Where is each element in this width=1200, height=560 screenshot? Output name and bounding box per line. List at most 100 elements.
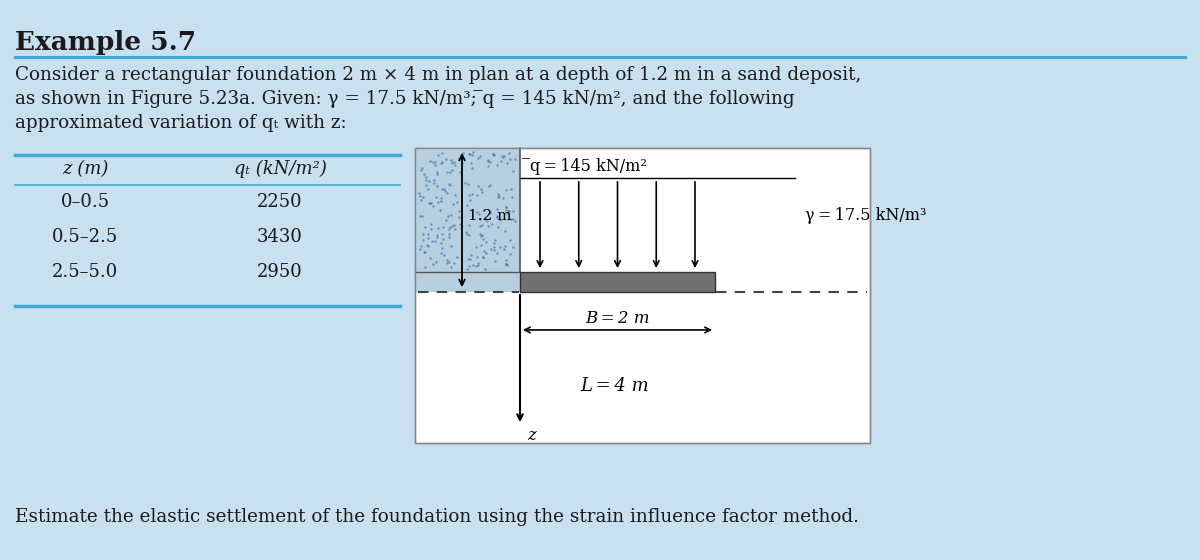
Point	[498, 158, 517, 167]
Point	[487, 211, 506, 220]
Point	[438, 189, 457, 198]
Point	[439, 258, 458, 267]
Point	[432, 194, 451, 203]
Point	[461, 254, 480, 263]
Point	[427, 170, 446, 179]
Point	[416, 176, 436, 185]
Point	[480, 181, 499, 190]
Point	[438, 211, 457, 220]
Point	[496, 203, 515, 212]
Point	[484, 150, 503, 158]
Point	[499, 206, 518, 215]
Point	[413, 193, 432, 202]
Point	[427, 167, 446, 176]
Point	[500, 250, 520, 259]
Text: Estimate the elastic settlement of the foundation using the strain influence fac: Estimate the elastic settlement of the f…	[14, 508, 859, 526]
Point	[440, 223, 460, 232]
Point	[431, 239, 450, 248]
Point	[470, 221, 490, 230]
Point	[460, 150, 479, 158]
Point	[498, 208, 517, 217]
Point	[443, 159, 462, 168]
Point	[500, 236, 520, 245]
Point	[470, 230, 490, 239]
Point	[487, 160, 506, 169]
Point	[410, 188, 430, 197]
Point	[474, 252, 493, 261]
Point	[473, 220, 492, 229]
Point	[485, 243, 504, 252]
Point	[422, 236, 442, 245]
Point	[488, 213, 508, 222]
Point	[434, 223, 454, 232]
Point	[413, 236, 432, 245]
Point	[458, 180, 478, 189]
Point	[450, 206, 469, 215]
Point	[422, 260, 442, 269]
Point	[468, 261, 487, 270]
Point	[421, 199, 440, 208]
Point	[449, 212, 468, 221]
Point	[487, 248, 506, 257]
Point	[430, 205, 449, 214]
Point	[420, 254, 439, 263]
Point	[420, 198, 439, 207]
Point	[480, 180, 499, 189]
Point	[470, 209, 490, 218]
Point	[419, 199, 438, 208]
Point	[498, 260, 517, 269]
Point	[467, 242, 486, 251]
Point	[480, 209, 499, 218]
Point	[478, 222, 497, 231]
Text: Consider a rectangular foundation 2 m × 4 m in plan at a depth of 1.2 m in a san: Consider a rectangular foundation 2 m × …	[14, 66, 862, 84]
Point	[493, 153, 512, 162]
Point	[425, 160, 444, 169]
Point	[480, 208, 499, 217]
Point	[433, 234, 452, 243]
Point	[502, 214, 521, 223]
Point	[412, 165, 431, 174]
Point	[485, 150, 504, 159]
Point	[496, 241, 515, 250]
Point	[421, 220, 440, 228]
Point	[439, 233, 458, 242]
Point	[485, 238, 504, 247]
Point	[410, 191, 430, 200]
Point	[414, 230, 433, 239]
Point	[415, 262, 434, 271]
Point	[458, 221, 478, 230]
Point	[499, 207, 518, 216]
Point	[448, 253, 467, 262]
Point	[432, 244, 451, 253]
Text: 2950: 2950	[257, 263, 302, 281]
Text: 0.5–2.5: 0.5–2.5	[52, 228, 118, 246]
Point	[476, 249, 496, 258]
Point	[476, 237, 496, 246]
Point	[505, 155, 524, 164]
Point	[462, 189, 481, 198]
Point	[461, 150, 480, 158]
Point	[427, 232, 446, 241]
Point	[464, 261, 484, 270]
Point	[472, 241, 491, 250]
Point	[431, 248, 450, 257]
Point	[486, 257, 505, 266]
Point	[463, 164, 482, 172]
Point	[497, 259, 516, 268]
Point	[468, 253, 487, 262]
Point	[496, 226, 515, 235]
Point	[480, 158, 499, 167]
Point	[424, 158, 443, 167]
Point	[425, 178, 444, 187]
Point	[414, 170, 433, 179]
Point	[460, 262, 479, 270]
Text: as shown in Figure 5.23a. Given: γ = 17.5 kN/m³; ̅q = 145 kN/m², and the followi: as shown in Figure 5.23a. Given: γ = 17.…	[14, 90, 794, 108]
Point	[479, 156, 498, 165]
Point	[504, 206, 523, 215]
Point	[496, 255, 515, 264]
Point	[418, 240, 437, 249]
Point	[467, 207, 486, 216]
Point	[438, 255, 457, 264]
Point	[434, 185, 454, 194]
Text: qₜ (kN/m²): qₜ (kN/m²)	[234, 160, 326, 178]
